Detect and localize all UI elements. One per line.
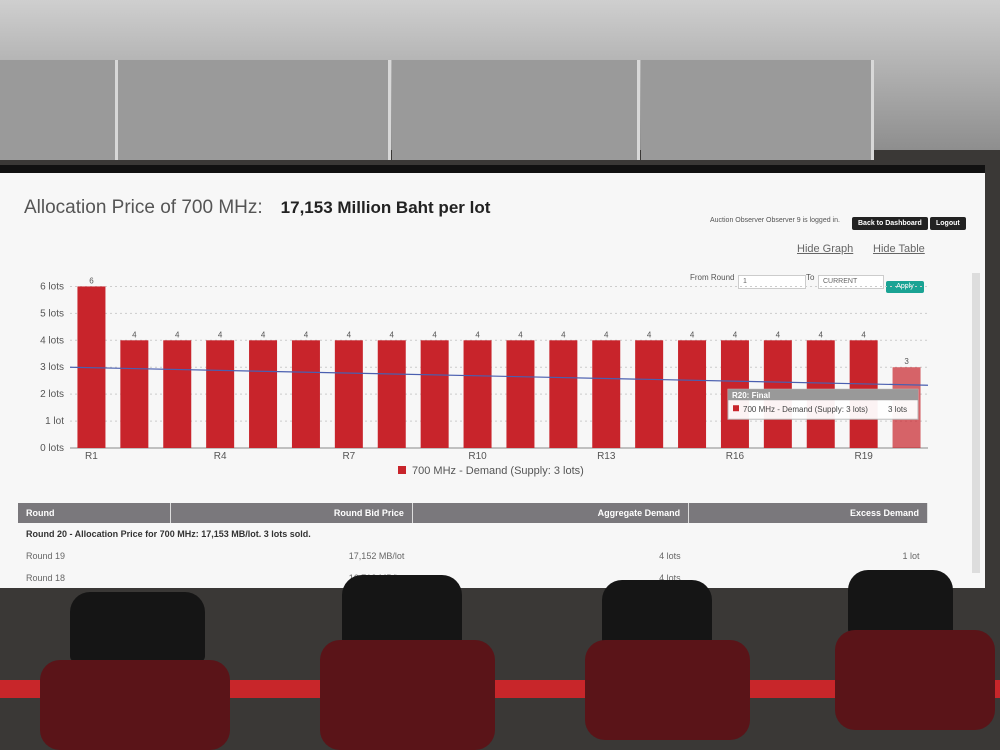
x-tick-label: R16 bbox=[726, 451, 745, 462]
wall-panel bbox=[0, 60, 118, 160]
data-label: 4 bbox=[475, 330, 480, 339]
data-label: 4 bbox=[132, 330, 137, 339]
cell: 4 lots bbox=[659, 551, 681, 561]
legend-label: 700 MHz - Demand (Supply: 3 lots) bbox=[412, 465, 584, 477]
bar-R14 bbox=[635, 340, 664, 448]
to-round-input[interactable]: CURRENT bbox=[818, 275, 884, 289]
y-tick-label: 5 lots bbox=[40, 308, 64, 319]
tooltip-value: 3 lots bbox=[888, 405, 907, 414]
data-label: 4 bbox=[390, 330, 395, 339]
cell: 1 lot bbox=[902, 551, 920, 561]
bar-R11 bbox=[506, 340, 535, 448]
wall-panel bbox=[641, 60, 874, 160]
legend-swatch bbox=[398, 466, 406, 474]
data-label: 4 bbox=[561, 330, 566, 339]
x-tick-label: R10 bbox=[468, 451, 487, 462]
cell: Round 18 bbox=[26, 573, 66, 583]
chair-seat bbox=[320, 640, 495, 750]
bar-R15 bbox=[678, 340, 707, 448]
bar-R12 bbox=[549, 340, 578, 448]
hide-graph-link[interactable]: Hide Graph bbox=[797, 243, 854, 255]
cell: Round 19 bbox=[26, 551, 66, 561]
x-tick-label: R19 bbox=[854, 451, 873, 462]
data-label: 4 bbox=[175, 330, 180, 339]
bar-R6 bbox=[291, 340, 320, 448]
x-tick-label: R7 bbox=[342, 451, 355, 462]
y-tick-label: 4 lots bbox=[40, 335, 64, 346]
x-tick-label: R4 bbox=[214, 451, 227, 462]
tooltip-header bbox=[728, 389, 918, 401]
tooltip-title: R20: Final bbox=[732, 391, 770, 400]
col-aggregate-demand[interactable]: Aggregate Demand bbox=[412, 503, 690, 523]
col-round[interactable]: Round bbox=[18, 503, 172, 523]
chair-back bbox=[70, 592, 205, 662]
wall-stripe bbox=[0, 680, 1000, 698]
y-tick-label: 0 lots bbox=[40, 443, 64, 454]
tooltip-swatch bbox=[733, 405, 739, 412]
tooltip-series: 700 MHz - Demand (Supply: 3 lots) bbox=[743, 405, 868, 414]
wall-panel bbox=[118, 60, 391, 160]
y-tick-label: 1 lot bbox=[45, 416, 64, 427]
data-label: 4 bbox=[218, 330, 223, 339]
rounds-table: Round Round Bid Price Aggregate Demand E… bbox=[18, 503, 928, 588]
login-status: Auction Observer Observer 9 is logged in… bbox=[710, 217, 840, 224]
data-label: 3 bbox=[904, 357, 909, 366]
bar-R9 bbox=[420, 340, 449, 448]
allocation-summary: Round 20 - Allocation Price for 700 MHz:… bbox=[26, 529, 311, 539]
x-tick-label: R1 bbox=[85, 451, 98, 462]
from-round-label: From Round bbox=[690, 273, 735, 282]
back-to-dashboard-button[interactable]: Back to Dashboard bbox=[852, 217, 928, 230]
data-label: 4 bbox=[776, 330, 781, 339]
chair-back bbox=[848, 570, 953, 635]
bar-R10 bbox=[463, 340, 492, 448]
col-excess-demand[interactable]: Excess Demand bbox=[688, 503, 928, 523]
data-label: 4 bbox=[518, 330, 523, 339]
chair-back bbox=[342, 575, 462, 645]
cell: 17,152 MB/lot bbox=[348, 551, 405, 561]
data-label: 4 bbox=[432, 330, 437, 339]
page-title: Allocation Price of 700 MHz: 17,153 Milli… bbox=[24, 197, 491, 218]
chair-back bbox=[602, 580, 712, 645]
data-label: 4 bbox=[304, 330, 309, 339]
y-tick-label: 6 lots bbox=[40, 281, 64, 292]
y-tick-label: 2 lots bbox=[40, 389, 64, 400]
scrollbar[interactable] bbox=[972, 273, 980, 573]
bar-R5 bbox=[249, 340, 278, 448]
table-row: Round 19 17,152 MB/lot 4 lots 1 lot bbox=[18, 545, 928, 567]
logout-button[interactable]: Logout bbox=[930, 217, 966, 230]
cell: 4 lots bbox=[659, 573, 681, 583]
data-label: 4 bbox=[261, 330, 266, 339]
wall-panel bbox=[392, 60, 640, 160]
bar-R7 bbox=[334, 340, 363, 448]
bar-R8 bbox=[377, 340, 406, 448]
col-round-bid-price[interactable]: Round Bid Price bbox=[170, 503, 413, 523]
apply-button[interactable]: Apply bbox=[886, 281, 924, 293]
bar-R3 bbox=[163, 340, 192, 448]
data-label: 4 bbox=[604, 330, 609, 339]
chair-seat bbox=[40, 660, 230, 750]
data-label: 4 bbox=[647, 330, 652, 339]
from-round-input[interactable]: 1 bbox=[738, 275, 806, 289]
bar-R2 bbox=[120, 340, 149, 448]
data-label: 4 bbox=[347, 330, 352, 339]
hide-table-link[interactable]: Hide Table bbox=[873, 243, 925, 255]
data-label: 4 bbox=[733, 330, 738, 339]
y-tick-label: 3 lots bbox=[40, 362, 64, 373]
data-label: 6 bbox=[89, 276, 94, 285]
supply-line bbox=[69, 366, 929, 386]
data-label: 4 bbox=[861, 330, 866, 339]
bar-R4 bbox=[206, 340, 235, 448]
x-tick-label: R13 bbox=[597, 451, 616, 462]
chair-seat bbox=[585, 640, 750, 740]
to-label: To bbox=[806, 273, 815, 282]
data-label: 4 bbox=[690, 330, 695, 339]
demand-bar-chart: 0 lots 1 lot 2 lots 3 lots 4 lots 5 lots 6 lot… bbox=[40, 276, 929, 477]
display-screen: Allocation Price of 700 MHz: 17,153 Milli… bbox=[0, 165, 985, 588]
bar-R13 bbox=[592, 340, 621, 448]
data-label: 4 bbox=[819, 330, 824, 339]
chair-seat bbox=[835, 630, 995, 730]
